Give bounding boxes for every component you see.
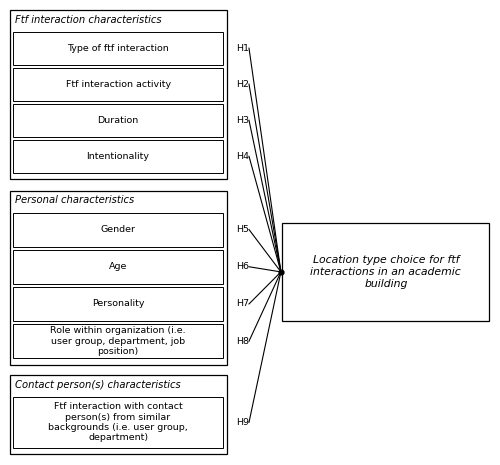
Text: H8: H8 [236,337,250,345]
Text: H5: H5 [236,225,250,234]
FancyBboxPatch shape [13,68,223,100]
Text: Contact person(s) characteristics: Contact person(s) characteristics [14,380,180,390]
FancyBboxPatch shape [13,140,223,173]
FancyBboxPatch shape [13,324,223,358]
Text: H9: H9 [236,418,250,427]
Text: Gender: Gender [100,225,136,234]
Text: Location type choice for ftf
interactions in an academic
building: Location type choice for ftf interaction… [310,254,461,289]
Text: Ftf interaction characteristics: Ftf interaction characteristics [14,14,162,25]
Text: Personality: Personality [92,299,144,308]
FancyBboxPatch shape [282,223,490,320]
Text: Intentionality: Intentionality [86,152,150,161]
Text: Ftf interaction with contact
person(s) from similar
backgrounds (i.e. user group: Ftf interaction with contact person(s) f… [48,402,188,443]
Text: H1: H1 [236,44,250,53]
Text: Duration: Duration [98,116,138,125]
Text: H7: H7 [236,299,250,308]
Text: Role within organization (i.e.
user group, department, job
position): Role within organization (i.e. user grou… [50,326,186,356]
FancyBboxPatch shape [10,10,226,179]
Text: H3: H3 [236,116,250,125]
Text: Age: Age [109,262,128,271]
Text: H2: H2 [236,80,250,89]
FancyBboxPatch shape [10,375,226,454]
Text: H4: H4 [236,152,250,161]
FancyBboxPatch shape [13,32,223,65]
FancyBboxPatch shape [13,287,223,321]
Text: H6: H6 [236,262,250,271]
Text: Ftf interaction activity: Ftf interaction activity [66,80,170,89]
FancyBboxPatch shape [13,397,223,448]
FancyBboxPatch shape [10,191,226,365]
FancyBboxPatch shape [13,213,223,246]
Text: Type of ftf interaction: Type of ftf interaction [67,44,169,53]
FancyBboxPatch shape [13,250,223,284]
Text: Personal characteristics: Personal characteristics [14,195,134,206]
FancyBboxPatch shape [13,104,223,137]
